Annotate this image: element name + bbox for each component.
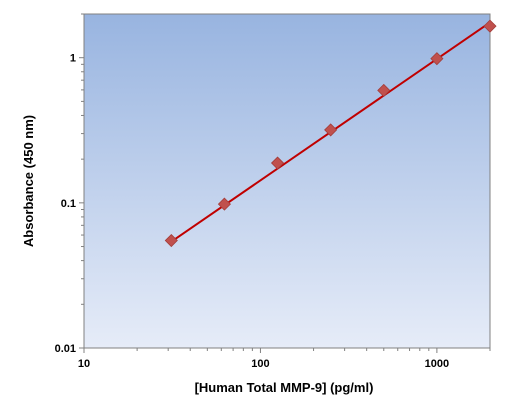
y-tick-label: 0.1 [61,198,76,210]
x-tick-label: 1000 [425,358,449,370]
x-axis-title: [Human Total MMP-9] (pg/ml) [195,380,374,395]
x-tick-label: 10 [78,358,90,370]
data-point [164,233,178,248]
data-point [270,156,285,170]
data-point [430,52,444,66]
x-tick-label: 100 [251,358,269,370]
data-point [217,197,231,211]
y-tick-label: 1 [70,53,76,65]
data-point [377,83,391,97]
y-tick-label: 0.01 [55,343,76,355]
data-point [324,123,338,137]
y-axis-title: Absorbance (450 nm) [21,115,36,247]
data-point [483,19,497,33]
